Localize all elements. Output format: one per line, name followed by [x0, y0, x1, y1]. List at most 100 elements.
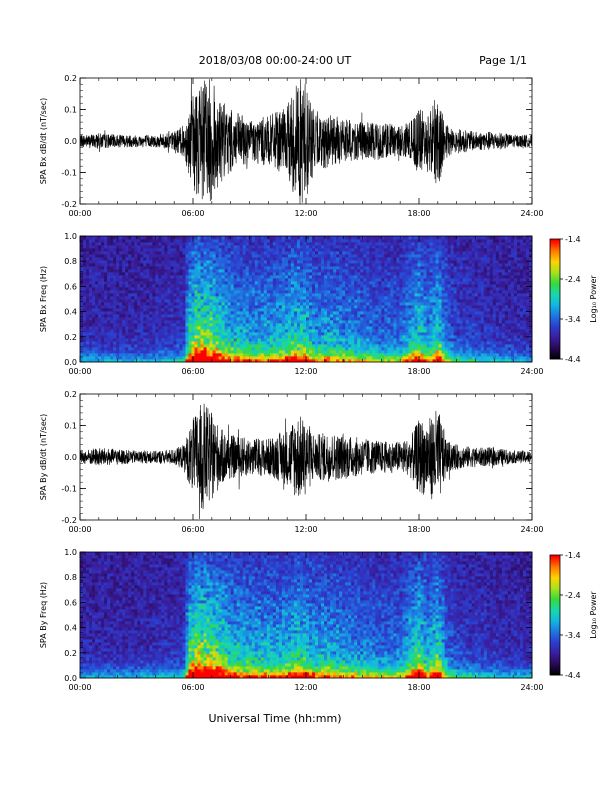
spectrogram-cell: [158, 290, 162, 294]
spectrogram-cell: [345, 275, 349, 279]
spectrogram-cell: [125, 335, 129, 339]
spectrogram-cell: [321, 311, 325, 315]
spectrogram-cell: [408, 293, 412, 297]
spectrogram-cell: [312, 272, 316, 276]
spectrogram-cell: [378, 260, 382, 264]
spectrogram-cell: [369, 239, 373, 243]
spectrogram-cell: [351, 332, 355, 336]
spectrogram-cell: [266, 260, 271, 264]
spectrogram-cell: [387, 347, 391, 351]
spectrogram-cell: [164, 311, 168, 315]
spectrogram-cell: [170, 353, 174, 357]
spectrogram-cell: [200, 251, 204, 255]
spectrogram-cell: [405, 236, 409, 240]
spectrogram-cell: [203, 245, 207, 249]
spectrogram-cell: [360, 239, 364, 243]
spectrogram-cell: [351, 242, 355, 246]
spectrogram-cell: [357, 290, 361, 294]
spectrogram-cell: [236, 344, 241, 348]
spectrogram-cell: [405, 287, 409, 291]
spectrogram-cell: [101, 311, 105, 315]
spectrogram-cell: [426, 308, 430, 312]
spectrogram-cell: [312, 284, 316, 288]
spectrogram-cell: [363, 263, 367, 267]
spectrogram-cell: [194, 335, 198, 339]
spectrogram-cell: [221, 287, 226, 291]
spectrogram-cell: [167, 290, 171, 294]
spectrogram-cell: [287, 335, 292, 339]
spectrogram-cell: [293, 272, 298, 276]
spectrogram-cell: [351, 284, 355, 288]
spectrogram-cell: [266, 263, 271, 267]
spectrogram-cell: [330, 308, 334, 312]
spectrogram-cell: [366, 356, 370, 360]
spectrogram-cell: [254, 353, 259, 357]
spectrogram-cell: [414, 323, 418, 327]
spectrogram-cell: [140, 257, 144, 261]
spectrogram-cell: [420, 347, 424, 351]
spectrogram-cell: [411, 257, 415, 261]
spectrogram-cell: [143, 278, 147, 282]
spectrogram-cell: [251, 266, 256, 270]
spectrogram-cell: [399, 293, 403, 297]
spectrogram-cell: [233, 347, 238, 351]
spectrogram-cell: [312, 299, 316, 303]
spectrogram-cell: [372, 335, 376, 339]
spectrogram-cell: [212, 329, 216, 333]
spectrogram-cell: [387, 320, 391, 324]
spectrogram-cell: [173, 347, 177, 351]
spectrogram-cell: [233, 317, 238, 321]
spectrogram-cell: [116, 329, 120, 333]
spectrogram-cell: [333, 326, 337, 330]
spectrogram-cell: [131, 281, 135, 285]
spectrogram-cell: [242, 332, 247, 336]
spectrogram-cell: [173, 317, 177, 321]
spectrogram-cell: [381, 269, 385, 273]
spectrogram-cell: [110, 260, 114, 264]
spectrogram-cell: [302, 323, 307, 327]
spectrogram-cell: [80, 344, 84, 348]
spectrogram-cell: [309, 317, 313, 321]
spectrogram-cell: [275, 251, 280, 255]
spectrogram-cell: [426, 275, 430, 279]
spectrogram-cell: [164, 287, 168, 291]
spectrogram-cell: [336, 248, 340, 252]
spectrogram-cell: [315, 257, 319, 261]
spectrogram-cell: [158, 350, 162, 354]
spectrogram-cell: [98, 242, 102, 246]
spectrogram-cell: [321, 305, 325, 309]
spectrogram-cell: [426, 317, 430, 321]
spectrogram-cell: [330, 239, 334, 243]
spectrogram-cell: [266, 347, 271, 351]
spectrogram-cell: [155, 263, 159, 267]
spectrogram-cell: [149, 284, 153, 288]
spectrogram-cell: [315, 251, 319, 255]
spectrogram-cell: [396, 314, 400, 318]
spectrogram-cell: [321, 299, 325, 303]
spectrogram-cell: [333, 356, 337, 360]
spectrogram-cell: [179, 338, 183, 342]
spectrogram-cell: [119, 242, 123, 246]
spectrogram-cell: [164, 350, 168, 354]
spectrogram-cell: [158, 251, 162, 255]
spectrogram-cell: [251, 305, 256, 309]
spectrogram-cell: [209, 326, 213, 330]
spectrogram-cell: [146, 332, 150, 336]
spectrogram-cell: [161, 317, 165, 321]
spectrogram-cell: [390, 329, 394, 333]
spectrogram-cell: [149, 239, 153, 243]
spectrogram-cell: [330, 335, 334, 339]
spectrogram-cell: [86, 332, 90, 336]
spectrogram-cell: [137, 359, 141, 363]
spectrogram-cell: [158, 236, 162, 240]
spectrogram-cell: [179, 245, 183, 249]
spectrogram-cell: [140, 242, 144, 246]
spectrogram-cell: [299, 263, 304, 267]
spectrogram-cell: [423, 338, 427, 342]
spectrogram-cell: [287, 245, 292, 249]
spectrogram-cell: [278, 296, 283, 300]
spectrogram-cell: [366, 281, 370, 285]
spectrogram-cell: [348, 248, 352, 252]
spectrogram-cell: [167, 311, 171, 315]
spectrogram-cell: [396, 329, 400, 333]
